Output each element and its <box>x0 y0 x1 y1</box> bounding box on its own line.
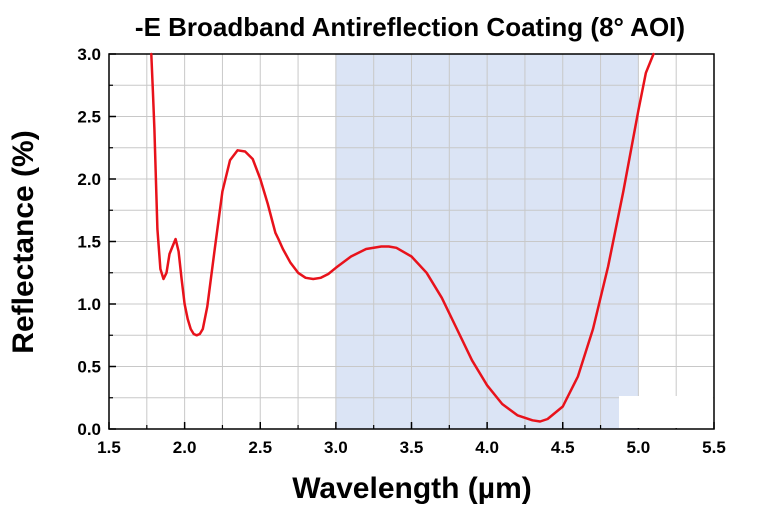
x-tick-label: 4.5 <box>551 438 575 457</box>
x-tick-label: 5.0 <box>627 438 651 457</box>
x-axis-label: Wavelength (µm) <box>292 472 532 505</box>
x-tick-label: 3.5 <box>400 438 424 457</box>
y-tick-label: 2.0 <box>77 170 101 189</box>
y-tick-label: 1.5 <box>77 233 101 252</box>
x-tick-label: 2.0 <box>173 438 197 457</box>
reflectance-series-line <box>150 52 655 423</box>
x-tick-label: 1.5 <box>97 438 121 457</box>
x-tick-label: 3.0 <box>324 438 348 457</box>
x-tick-label: 2.5 <box>248 438 272 457</box>
y-tick-label: 1.0 <box>77 295 101 314</box>
y-tick-label: 0.0 <box>77 420 101 439</box>
x-tick-label: 4.0 <box>475 438 499 457</box>
y-tick-labels: 0.0 0.5 1.0 1.5 2.0 2.5 3.0 <box>77 45 101 439</box>
grid-lines <box>109 54 714 429</box>
chart-title: -E Broadband Antireflection Coating (8° … <box>135 12 685 42</box>
y-axis-label: Reflectance (%) <box>7 130 40 353</box>
blank-patch <box>619 396 713 428</box>
x-tick-label: 5.5 <box>702 438 726 457</box>
y-tick-label: 3.0 <box>77 45 101 64</box>
x-tick-labels: 1.5 2.0 2.5 3.0 3.5 4.0 4.5 5.0 5.5 <box>97 438 726 457</box>
y-tick-label: 0.5 <box>77 358 101 377</box>
y-tick-label: 2.5 <box>77 108 101 127</box>
